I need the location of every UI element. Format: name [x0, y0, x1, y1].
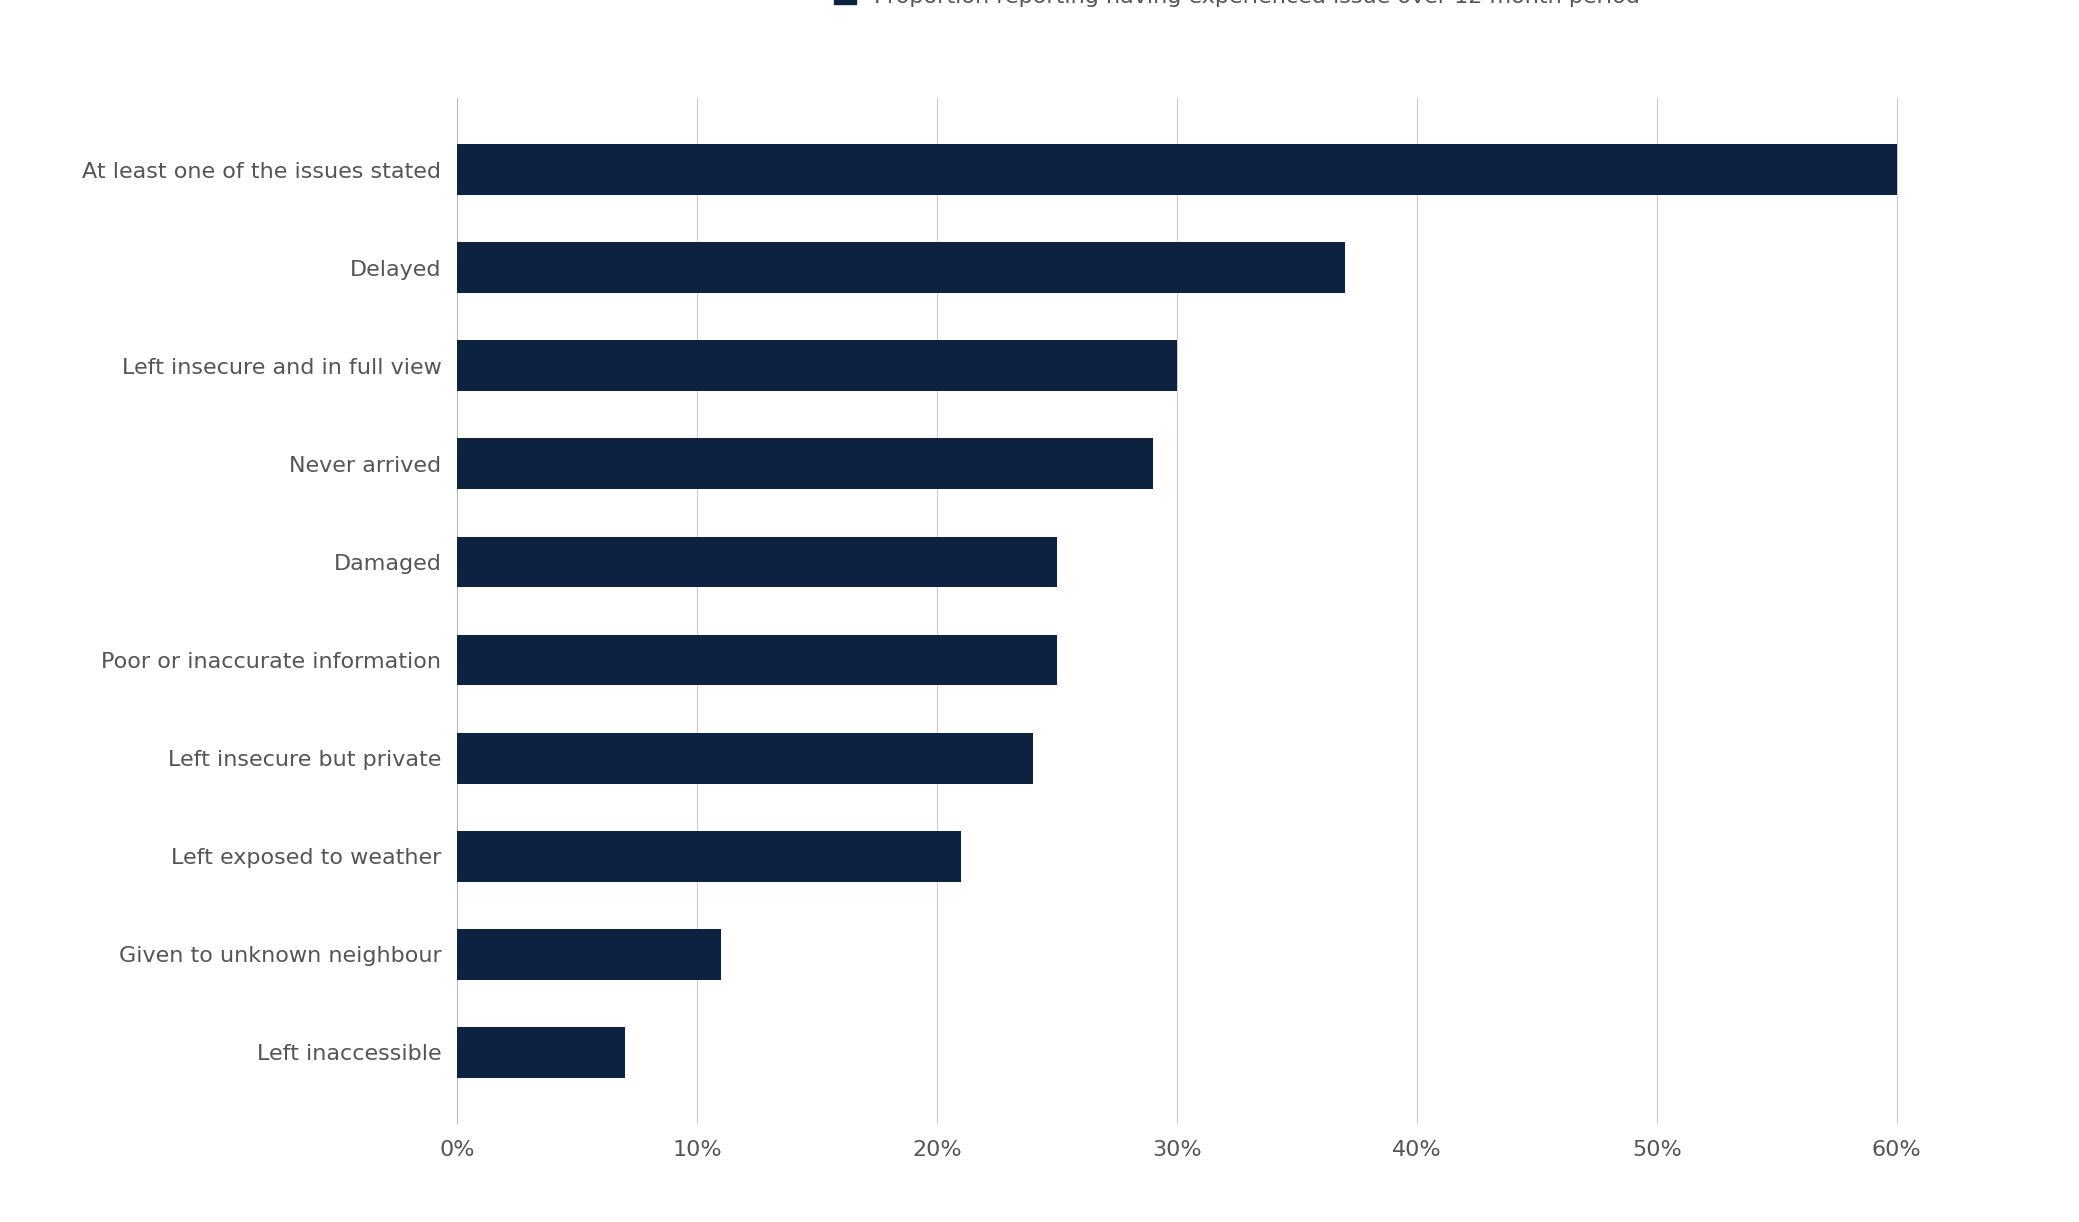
Bar — [457, 242, 1345, 293]
Bar — [457, 439, 1154, 490]
Legend: Proportion reporting having experienced issue over 12 month period: Proportion reporting having experienced … — [834, 0, 1640, 6]
Bar — [457, 831, 960, 881]
Bar — [457, 929, 721, 980]
Bar — [457, 536, 1056, 588]
Bar — [457, 1026, 626, 1078]
Bar — [457, 341, 1177, 391]
Bar — [457, 144, 1896, 196]
Bar — [457, 634, 1056, 686]
Bar — [457, 732, 1033, 783]
